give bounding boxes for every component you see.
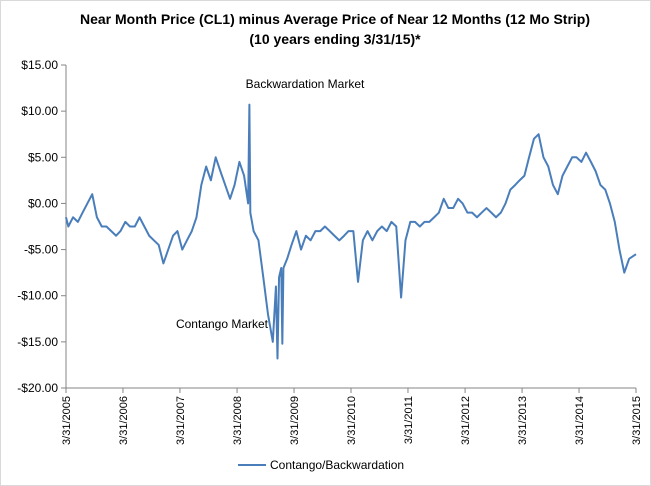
y-tick-label: $0.00 — [28, 196, 58, 210]
x-tick-label: 3/31/2015 — [631, 396, 643, 445]
y-tick-label: -$15.00 — [17, 335, 58, 349]
x-tick-label: 3/31/2010 — [346, 396, 358, 445]
y-tick-label: $10.00 — [21, 104, 58, 118]
annotation: Contango Market — [176, 317, 269, 331]
x-tick-label: 3/31/2008 — [232, 396, 244, 445]
annotation: Backwardation Market — [246, 77, 365, 91]
x-tick-label: 3/31/2014 — [574, 396, 586, 445]
legend-label: Contango/Backwardation — [270, 458, 404, 472]
x-tick-label: 3/31/2013 — [517, 396, 529, 445]
x-tick-label: 3/31/2012 — [460, 396, 472, 445]
x-tick-label: 3/31/2007 — [175, 396, 187, 445]
chart-subtitle: (10 years ending 3/31/15)* — [249, 31, 421, 47]
x-tick-label: 3/31/2005 — [61, 396, 73, 445]
series-line — [65, 103, 637, 360]
y-tick-label: -$10.00 — [17, 289, 58, 303]
chart-title: Near Month Price (CL1) minus Average Pri… — [80, 11, 590, 27]
y-tick-label: -$20.00 — [17, 381, 58, 395]
x-tick-label: 3/31/2011 — [403, 396, 415, 444]
x-tick-label: 3/31/2009 — [289, 396, 301, 445]
y-tick-label: -$5.00 — [24, 243, 58, 257]
y-tick-label: $5.00 — [28, 150, 58, 164]
x-tick-label: 3/31/2006 — [118, 396, 130, 445]
y-tick-label: $15.00 — [21, 58, 58, 72]
